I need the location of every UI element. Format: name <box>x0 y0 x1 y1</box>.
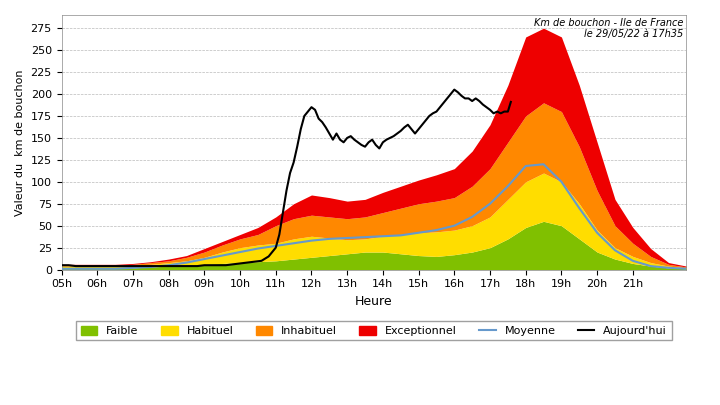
Text: Km de bouchon - Ile de France
le 29/05/22 à 17h35: Km de bouchon - Ile de France le 29/05/2… <box>534 18 683 39</box>
Legend: Faible, Habituel, Inhabituel, Exceptionnel, Moyenne, Aujourd'hui: Faible, Habituel, Inhabituel, Exceptionn… <box>76 321 672 341</box>
Y-axis label: Valeur du  km de bouchon: Valeur du km de bouchon <box>15 69 25 215</box>
X-axis label: Heure: Heure <box>355 295 393 308</box>
